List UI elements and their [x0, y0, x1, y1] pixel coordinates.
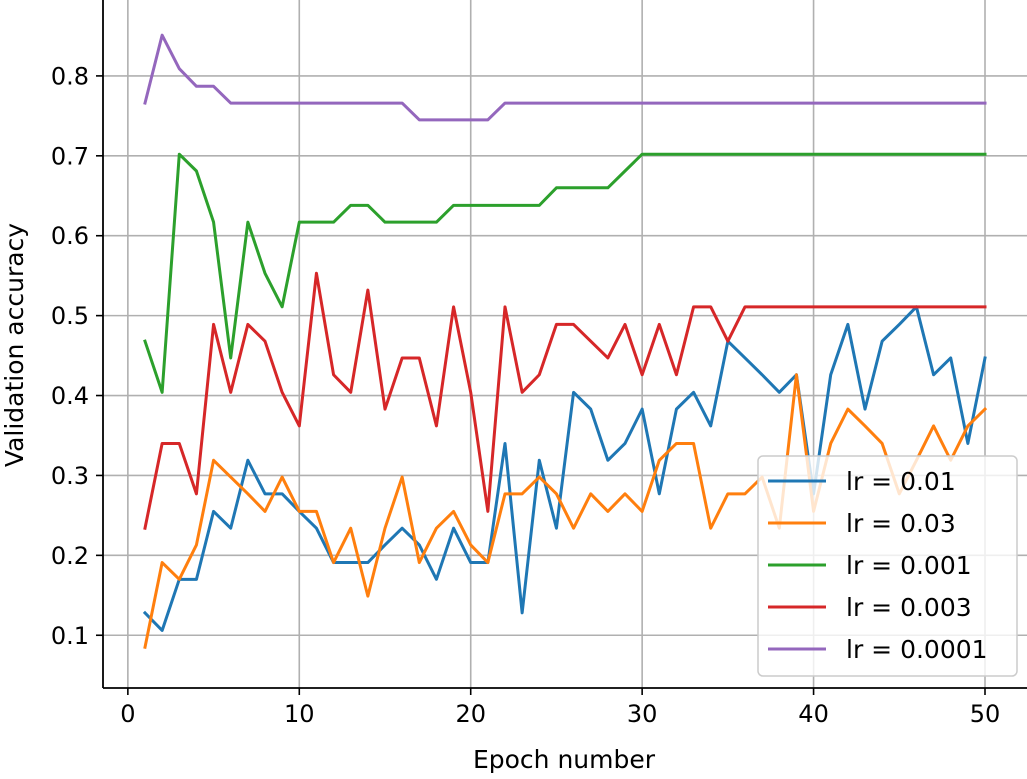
y-tick-label: 0.8: [51, 62, 89, 90]
tick-labels: 0 10 20 30 40 50 0.1 0.2 0.3 0.4 0.5 0.6 0.7 0.8: [51, 62, 1000, 728]
legend-label: lr = 0.0001: [846, 635, 988, 664]
y-tick-label: 0.7: [51, 142, 89, 170]
y-tick-label: 0.5: [51, 302, 89, 330]
x-tick-label: 30: [627, 700, 658, 728]
y-tick-label: 0.6: [51, 222, 89, 250]
axes: [96, 0, 1027, 695]
y-tick-label: 0.4: [51, 382, 89, 410]
legend-box: [757, 455, 1018, 677]
y-axis-label: Validation accuracy: [0, 223, 29, 467]
x-tick-label: 50: [970, 700, 1001, 728]
x-axis-label: Epoch number: [473, 745, 656, 774]
series-line-5: [143, 33, 987, 122]
legend-label: lr = 0.01: [846, 467, 956, 496]
series-lines: [142, 33, 988, 650]
x-tick-label: 40: [798, 700, 829, 728]
legend: lr = 0.01 lr = 0.03 lr = 0.001 lr = 0.003 lr…: [757, 455, 1018, 677]
x-tick-label: 0: [120, 700, 135, 728]
x-tick-label: 20: [455, 700, 486, 728]
series-line-3: [143, 152, 987, 394]
y-tick-label: 0.2: [51, 542, 89, 570]
y-tick-label: 0.3: [51, 462, 89, 490]
grid: [103, 0, 1027, 688]
y-tick-label: 0.1: [51, 622, 89, 650]
series-line-2: [143, 373, 988, 650]
x-tick-label: 10: [284, 700, 315, 728]
legend-label: lr = 0.001: [846, 551, 972, 580]
legend-label: lr = 0.03: [846, 509, 956, 538]
series-line-4: [143, 271, 987, 530]
series-line-1: [142, 305, 987, 632]
legend-label: lr = 0.003: [846, 593, 972, 622]
